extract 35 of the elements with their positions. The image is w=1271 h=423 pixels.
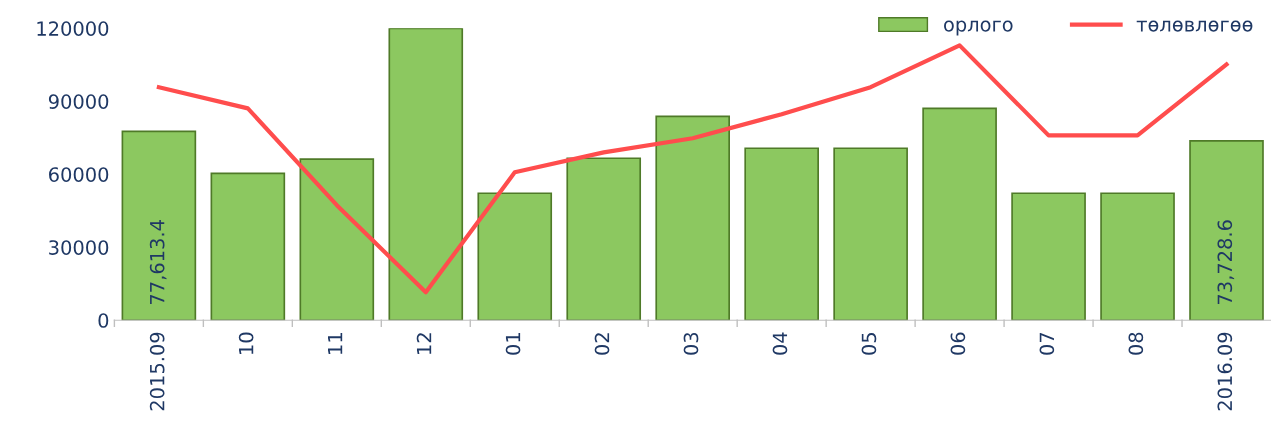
bar [1189,140,1264,321]
bar [210,172,286,321]
bar [655,115,731,321]
bar [833,147,908,321]
x-tick-label: 06 [950,332,966,355]
x-tick-label: 02 [594,333,610,355]
x-tick-label: 10 [238,332,254,354]
x-tick-label: 04 [772,332,788,355]
y-tick-label: 60000 [49,167,109,182]
x-tick-label: 08 [1128,332,1144,355]
x-tick-label: 07 [1039,332,1055,355]
y-tick-label: 120000 [37,21,109,36]
x-tick-label: 2016.09 [1217,332,1233,411]
bar [922,107,997,321]
bar [1011,192,1086,321]
bar [566,157,642,321]
data-label: 77,613.4 [149,220,167,305]
x-tick-label: 05 [861,333,877,355]
legend-label: төлөвлөгөө [1136,20,1253,32]
data-label: 73,728.6 [1217,220,1235,305]
x-tick-label: 11 [328,333,343,354]
y-tick-label: 30000 [49,240,109,255]
bar [388,28,464,321]
y-tick-label: 0 [98,313,109,328]
bar [299,158,375,321]
bar [744,147,819,321]
x-tick-label: 2015.09 [149,332,165,411]
legend-label: орлого [944,20,1013,36]
x-tick-label: 01 [505,333,521,355]
bar [1100,192,1175,321]
bar [477,192,553,321]
x-tick-label: 12 [416,333,432,354]
y-tick-label: 90000 [48,94,109,109]
x-tick-label: 03 [683,332,699,355]
bar [121,130,197,321]
